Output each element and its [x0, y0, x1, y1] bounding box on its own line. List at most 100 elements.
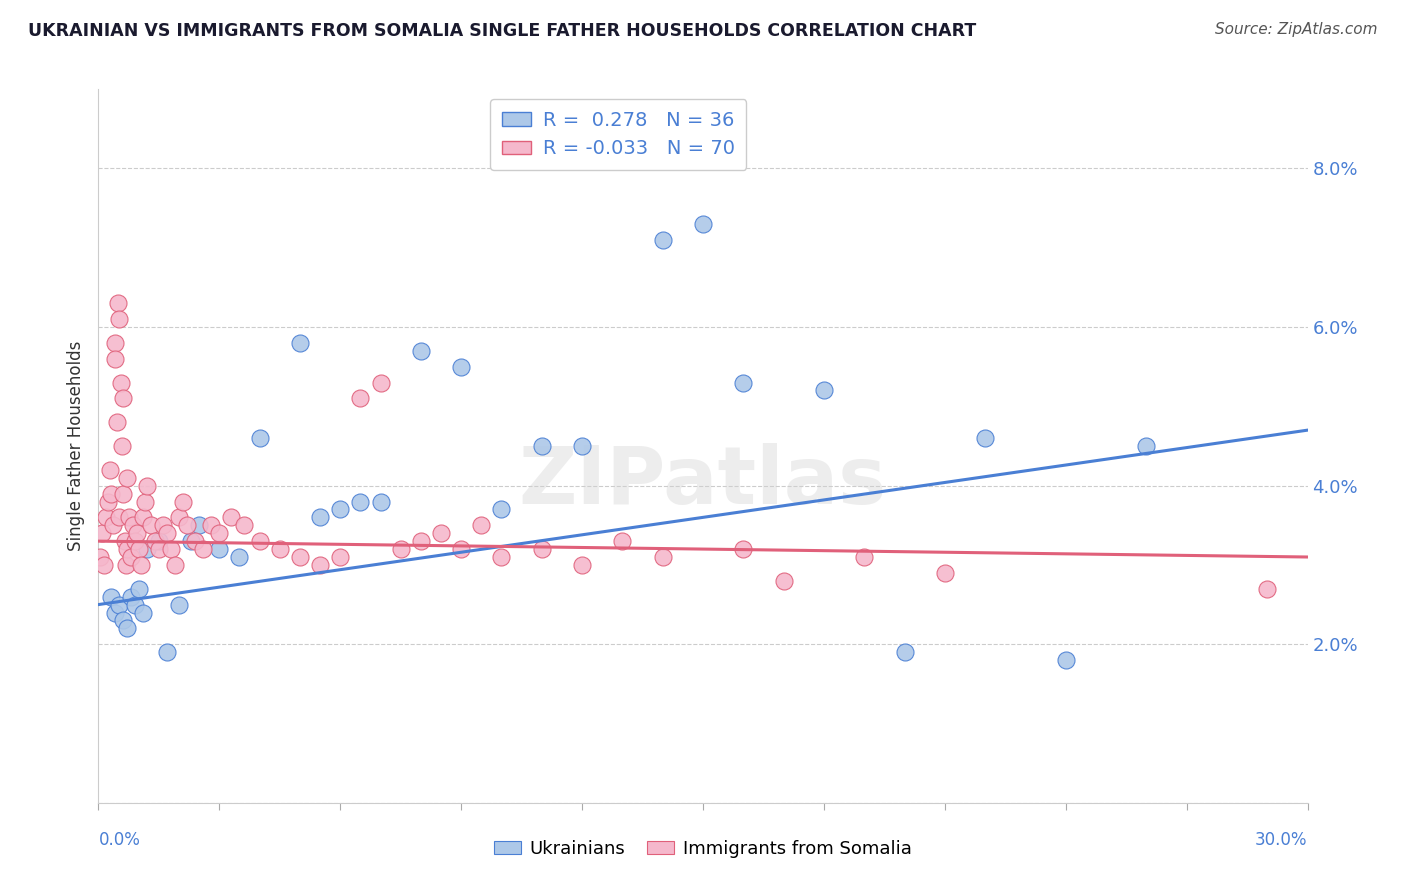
Point — [176, 518, 198, 533]
Point — [103, 606, 125, 620]
Point — [651, 233, 673, 247]
Point — [101, 518, 124, 533]
Point — [124, 598, 146, 612]
Point — [110, 376, 132, 390]
Point — [129, 558, 152, 572]
Point — [200, 518, 222, 533]
Point — [450, 542, 472, 557]
Point — [111, 486, 134, 500]
Point — [309, 558, 332, 572]
Text: ZIPatlas: ZIPatlas — [519, 442, 887, 521]
Point — [893, 645, 915, 659]
Point — [167, 510, 190, 524]
Point — [389, 542, 412, 557]
Text: UKRAINIAN VS IMMIGRANTS FROM SOMALIA SINGLE FATHER HOUSEHOLDS CORRELATION CHART: UKRAINIAN VS IMMIGRANTS FROM SOMALIA SIN… — [28, 22, 976, 40]
Point — [288, 335, 311, 350]
Point — [1135, 439, 1157, 453]
Point — [104, 351, 127, 366]
Point — [98, 463, 121, 477]
Point — [156, 526, 179, 541]
Point — [124, 534, 146, 549]
Point — [167, 598, 190, 612]
Point — [107, 312, 129, 326]
Point — [115, 621, 138, 635]
Point — [121, 518, 143, 533]
Point — [349, 392, 371, 406]
Point — [249, 534, 271, 549]
Point — [163, 558, 186, 572]
Point — [309, 510, 332, 524]
Point — [111, 614, 134, 628]
Point — [148, 534, 170, 549]
Point — [329, 502, 352, 516]
Point — [105, 415, 128, 429]
Point — [114, 558, 136, 572]
Point — [430, 526, 453, 541]
Point — [172, 494, 194, 508]
Point — [100, 590, 122, 604]
Point — [221, 510, 243, 524]
Point — [118, 510, 141, 524]
Point — [128, 542, 150, 557]
Point — [370, 376, 392, 390]
Point — [108, 510, 131, 524]
Point — [100, 486, 122, 500]
Point — [491, 549, 513, 564]
Point — [93, 558, 115, 572]
Point — [184, 534, 207, 549]
Text: 0.0%: 0.0% — [98, 831, 141, 849]
Point — [132, 606, 155, 620]
Point — [232, 518, 254, 533]
Point — [156, 645, 179, 659]
Point — [269, 542, 291, 557]
Point — [143, 534, 166, 549]
Point — [134, 494, 156, 508]
Text: 30.0%: 30.0% — [1256, 831, 1308, 849]
Point — [91, 526, 114, 541]
Point — [409, 343, 432, 358]
Point — [112, 392, 135, 406]
Point — [934, 566, 956, 580]
Point — [409, 534, 432, 549]
Point — [612, 534, 634, 549]
Point — [125, 526, 148, 541]
Point — [349, 494, 371, 508]
Point — [132, 510, 155, 524]
Point — [249, 431, 271, 445]
Point — [103, 335, 125, 350]
Point — [733, 376, 755, 390]
Point — [692, 217, 714, 231]
Point — [228, 549, 250, 564]
Point — [491, 502, 513, 516]
Point — [160, 542, 183, 557]
Point — [117, 471, 139, 485]
Point — [139, 518, 162, 533]
Point — [128, 582, 150, 596]
Point — [530, 542, 553, 557]
Point — [193, 542, 215, 557]
Point — [180, 534, 202, 549]
Point — [571, 558, 593, 572]
Point — [813, 384, 835, 398]
Point — [152, 518, 174, 533]
Point — [1054, 653, 1077, 667]
Text: Source: ZipAtlas.com: Source: ZipAtlas.com — [1215, 22, 1378, 37]
Point — [97, 494, 120, 508]
Y-axis label: Single Father Households: Single Father Households — [66, 341, 84, 551]
Point — [450, 359, 472, 374]
Point — [733, 542, 755, 557]
Point — [530, 439, 553, 453]
Point — [772, 574, 794, 588]
Point — [329, 549, 352, 564]
Point — [974, 431, 997, 445]
Point — [115, 542, 138, 557]
Point — [288, 549, 311, 564]
Point — [120, 590, 142, 604]
Point — [96, 510, 118, 524]
Point — [107, 296, 129, 310]
Point — [114, 534, 136, 549]
Point — [208, 526, 231, 541]
Point — [1256, 582, 1278, 596]
Point — [120, 549, 142, 564]
Point — [208, 542, 231, 557]
